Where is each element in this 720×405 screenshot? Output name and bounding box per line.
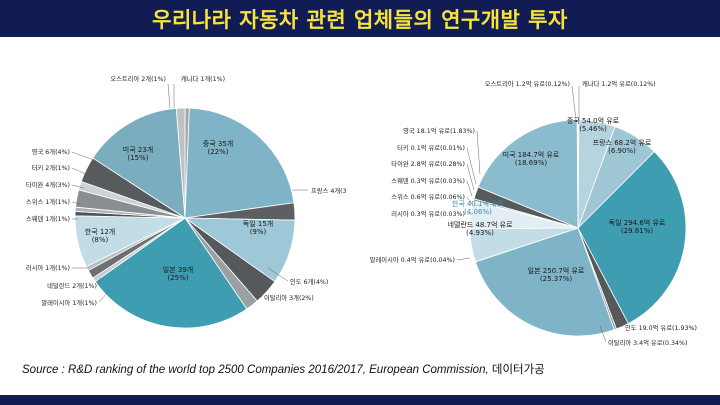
source-suffix: 데이터가공	[491, 364, 545, 376]
pie-label-2-14: 타이완 2.8억 유로(0.28%)	[391, 159, 465, 168]
leader-line-1-16	[71, 151, 95, 161]
pie-label-2-9: 네델란드 48.7억 유로 (4.93%)	[447, 220, 513, 237]
pie-label-2-17: 미국 184.7억 유로 (18.69%)	[503, 150, 560, 167]
title-bar: 우리나라 자동차 관련 업체들의 연구개발 투자	[0, 0, 720, 37]
pie-label-1-7: 일본 39개 (25%)	[163, 265, 193, 282]
pie-slice-2-18	[576, 119, 579, 229]
pie-label-1-9: 네덜란드 2개(1%)	[47, 281, 97, 290]
pie-label-2-10: 러시아 0.3억 유로(0.03%)	[391, 209, 465, 218]
page-number: 96	[705, 385, 714, 394]
pie-label-1-4: 독일 15개 (9%)	[243, 219, 273, 236]
pie-label-2-6: 이탈리아 3.4억 유로(0.34%)	[608, 338, 688, 347]
leader-line-2-5	[611, 317, 624, 328]
page-title: 우리나라 자동차 관련 업체들의 연구개발 투자	[152, 7, 568, 32]
leader-line-1-5	[267, 267, 289, 282]
leader-line-2-6	[599, 325, 607, 343]
pie-label-1-16: 영국 6개(4%)	[32, 147, 70, 156]
pie-label-1-17: 미국 23개 (15%)	[123, 145, 153, 162]
pie-label-2-8: 말레이시아 0.4억 유로(0.04%)	[370, 255, 455, 264]
pie-slice-2-4	[577, 150, 687, 325]
leader-line-1-15	[71, 167, 89, 176]
leader-line-2-18	[571, 85, 577, 121]
pie-label-2-5: 인도 19.0억 유로(1.93%)	[625, 323, 697, 332]
source-text: Source : R&D ranking of the world top 25…	[22, 364, 489, 376]
pie-slice-2-7	[474, 227, 615, 337]
leader-line-2-12	[466, 196, 473, 205]
pie-label-1-10: 러시아 1개(1%)	[26, 263, 70, 272]
pie-label-2-15: 터키 0.1억 유로(0.01%)	[397, 143, 465, 152]
pie-label-2-11: 한국 40.1억 유로 (4.06%)	[452, 200, 505, 216]
pie-label-2-3: 프랑스 68.2억 유로 (6.90%)	[593, 139, 652, 155]
leader-line-1-14	[71, 184, 85, 189]
pie-label-1-14: 타이완 4개(3%)	[26, 180, 70, 189]
footer-bar	[0, 395, 720, 405]
pie-label-1-3: 프랑스 4개(3	[311, 186, 347, 195]
pie-label-1-13: 스위스 1개(1%)	[26, 197, 70, 206]
pie-label-1-5: 인도 6개(4%)	[290, 277, 328, 286]
leader-line-1-8	[98, 289, 111, 303]
pie-label-1-6: 이탈리아 3개(2%)	[264, 293, 314, 302]
pie-slice-1-7	[94, 217, 248, 329]
leader-line-2-16	[476, 130, 481, 175]
source-note: Source : R&D ranking of the world top 25…	[22, 361, 545, 377]
pie-chart-2: 캐나다 1.2억 유로(0.12%) 중국 54.0억 유로 (5.46%) 프랑스 …	[370, 79, 697, 347]
pie-label-2-7: 일본 250.7억 유로 (25.37%)	[528, 266, 585, 283]
pie-slice-2-17	[477, 119, 579, 229]
pie-label-1-15: 터키 2개(1%)	[32, 163, 70, 172]
pie-label-1-8: 말레이시아 1개(1%)	[41, 298, 97, 307]
pie-label-2-18: 오스트리아 1.2억 유로(0.12%)	[485, 79, 570, 88]
pie-label-2-16: 영국 18.1억 유로(1.83%)	[403, 126, 475, 135]
pie-slice-1-18	[175, 107, 186, 219]
pie-slice-1-2	[184, 107, 295, 219]
pie-label-2-1: 캐나다 1.2억 유로(0.12%)	[582, 79, 656, 88]
leader-line-1-9	[98, 277, 101, 286]
leader-line-2-14	[466, 163, 475, 191]
pie-chart-1: 캐나다 1개(1%) 중국 35개 (22%) 프랑스 4개(3 독일 15개 (9%) 인…	[26, 74, 347, 329]
leader-line-2-13	[466, 180, 473, 197]
pie-label-2-2: 중국 54.0억 유로 (5.46%)	[567, 117, 620, 133]
pie-label-2-12: 스위스 0.6억 유로(0.06%)	[391, 193, 465, 201]
pie-slice-1-17	[92, 107, 186, 219]
leader-line-1-18	[167, 83, 171, 109]
leader-line-2-15	[466, 147, 477, 185]
pie-label-1-2: 중국 35개 (22%)	[203, 139, 233, 156]
leader-line-2-8	[456, 257, 471, 261]
pie-label-2-4: 독일 294.6억 유로 (29.81%)	[609, 218, 666, 235]
leader-line-1-6	[247, 289, 263, 298]
pie-label-1-18: 오스트리아 2개(1%)	[110, 74, 166, 83]
pie-label-1-11: 한국 12개 (8%)	[85, 227, 115, 244]
pie-label-1-1: 캐나다 1개(1%)	[181, 74, 225, 83]
leader-line-1-13	[71, 201, 81, 205]
pie-label-1-12: 스웨덴 1개(1%)	[26, 214, 70, 223]
pie-label-2-13: 스웨덴 0.3억 유로(0.03%)	[391, 176, 465, 185]
